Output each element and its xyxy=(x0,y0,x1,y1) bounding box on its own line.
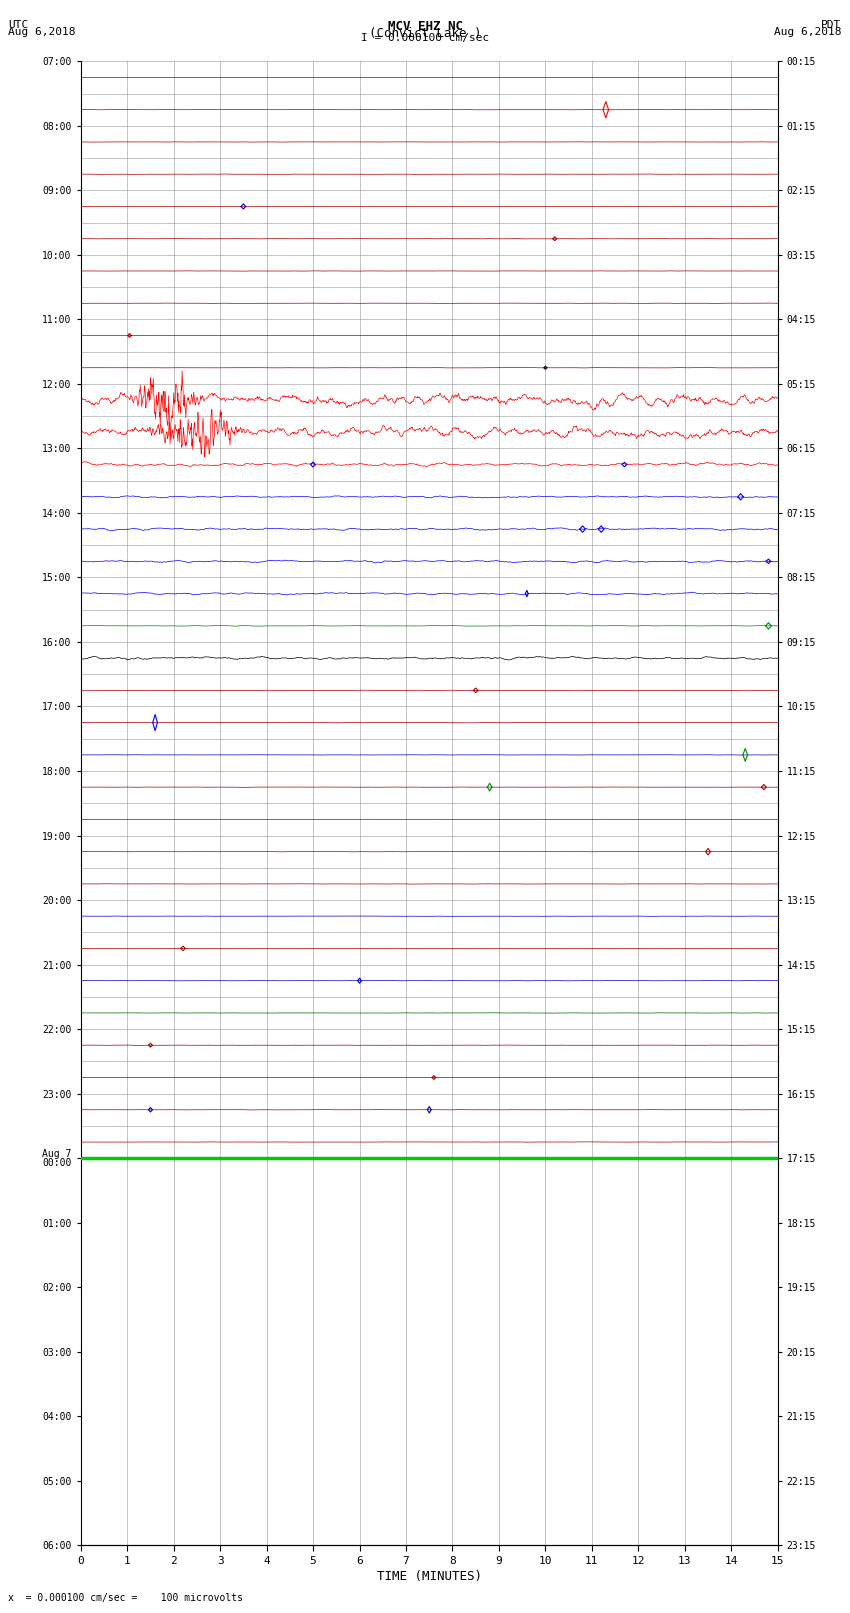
Text: Aug 6,2018: Aug 6,2018 xyxy=(8,26,76,37)
Text: x  = 0.000100 cm/sec =    100 microvolts: x = 0.000100 cm/sec = 100 microvolts xyxy=(8,1594,243,1603)
X-axis label: TIME (MINUTES): TIME (MINUTES) xyxy=(377,1569,482,1582)
Text: (Convict Lake ): (Convict Lake ) xyxy=(369,26,481,40)
Text: Aug 6,2018: Aug 6,2018 xyxy=(774,26,842,37)
Text: UTC: UTC xyxy=(8,19,29,31)
Text: I = 0.000100 cm/sec: I = 0.000100 cm/sec xyxy=(361,32,489,44)
Text: MCV EHZ NC: MCV EHZ NC xyxy=(388,19,462,34)
Text: PDT: PDT xyxy=(821,19,842,31)
